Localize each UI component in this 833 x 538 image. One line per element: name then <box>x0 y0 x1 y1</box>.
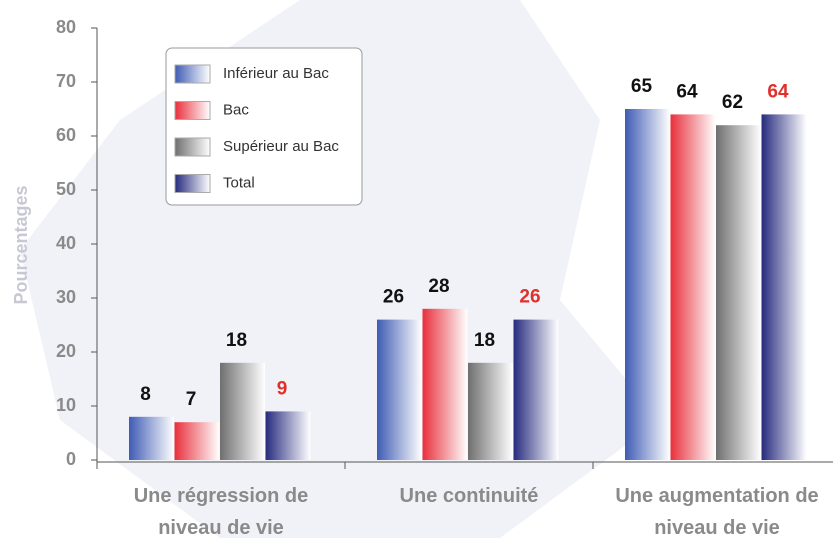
bar <box>422 308 468 460</box>
y-tick-label: 60 <box>56 125 76 145</box>
legend-swatch <box>174 64 211 84</box>
value-label: 26 <box>383 287 404 308</box>
bar <box>129 416 174 460</box>
bar <box>377 319 422 460</box>
y-axis-label: Pourcentages <box>11 185 31 304</box>
legend-swatch <box>174 174 211 193</box>
x-tick-label-line: Une régression de <box>134 485 309 507</box>
x-tick-label-line: Une augmentation de <box>615 485 818 507</box>
legend-label: Supérieur au Bac <box>223 138 339 155</box>
value-label: 9 <box>277 378 288 399</box>
legend-swatch <box>174 101 211 120</box>
value-label: 65 <box>631 76 653 97</box>
value-label: 64 <box>767 81 789 102</box>
x-tick-label-line: niveau de vie <box>158 517 284 538</box>
y-tick-label: 20 <box>56 341 76 361</box>
y-tick-label: 0 <box>66 449 76 469</box>
bar <box>265 411 311 460</box>
bar <box>174 422 220 460</box>
value-label: 18 <box>226 330 247 351</box>
bar <box>468 362 513 460</box>
y-tick-label: 80 <box>56 17 76 37</box>
bar <box>220 362 265 460</box>
value-label: 62 <box>722 92 743 113</box>
x-tick-label-line: niveau de vie <box>654 517 780 538</box>
legend-box <box>165 47 363 206</box>
value-label: 7 <box>186 389 197 410</box>
legend-label: Total <box>223 174 255 191</box>
y-tick-label: 50 <box>56 179 76 199</box>
legend-label: Inférieur au Bac <box>223 65 329 82</box>
bar <box>670 114 716 461</box>
bar <box>716 125 761 460</box>
x-tick-label: Une continuité <box>400 485 539 507</box>
value-label: 64 <box>676 81 698 102</box>
x-tick-label-line: Une continuité <box>400 485 539 507</box>
x-tick-label: Une augmentation de niveau de vie <box>615 485 818 538</box>
legend-swatch <box>174 137 211 157</box>
value-label: 18 <box>474 330 495 351</box>
value-label: 8 <box>140 384 151 405</box>
y-tick-label: 30 <box>56 287 76 307</box>
bar <box>761 114 807 461</box>
legend-label: Bac <box>223 101 249 118</box>
bar <box>513 319 559 460</box>
bar <box>625 109 670 460</box>
x-tick-label: Une régression de niveau de vie <box>134 485 309 538</box>
y-tick-label: 10 <box>56 395 76 415</box>
value-label: 28 <box>428 276 449 297</box>
y-tick-label: 70 <box>56 71 76 91</box>
value-label: 26 <box>519 287 540 308</box>
y-tick-label: 40 <box>56 233 76 253</box>
